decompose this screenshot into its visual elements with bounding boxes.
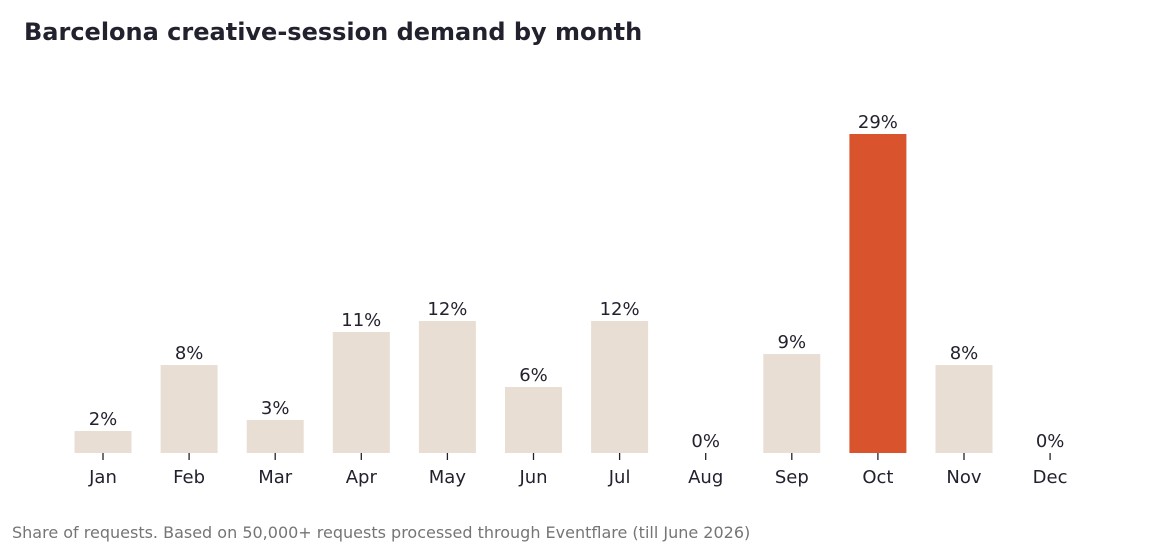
x-tick-label-apr: Apr [346,467,378,488]
bar-sep [763,354,821,453]
value-label-nov: 8% [950,343,979,364]
bar-feb [160,365,218,453]
chart-footnote: Share of requests. Based on 50,000+ requ… [12,523,751,542]
value-label-jul: 12% [600,299,640,320]
bar-nov [935,365,993,453]
value-label-may: 12% [427,299,467,320]
bar-apr [332,332,390,453]
x-tick-label-feb: Feb [173,467,205,488]
x-tick-label-mar: Mar [258,467,293,488]
value-label-aug: 0% [691,431,720,452]
bar-jul [591,321,649,453]
value-label-jan: 2% [89,409,118,430]
bar-may [418,321,476,453]
value-label-feb: 8% [175,343,204,364]
x-tick-label-aug: Aug [688,467,723,488]
bar-oct [849,134,907,453]
value-label-mar: 3% [261,398,290,419]
bar-mar [246,420,304,453]
bar-jun [505,387,562,453]
bar-jan [74,431,132,453]
x-tick-label-may: May [429,467,467,488]
chart-title: Barcelona creative-session demand by mon… [24,18,643,46]
x-tick-label-jan: Jan [88,467,117,488]
value-label-jun: 6% [519,365,548,386]
value-label-sep: 9% [778,332,807,353]
x-tick-label-jul: Jul [608,467,631,488]
value-label-dec: 0% [1036,431,1065,452]
value-label-oct: 29% [858,112,898,133]
x-tick-label-nov: Nov [946,467,981,488]
x-tick-label-oct: Oct [862,467,893,488]
bar-chart: 2% Jan 8% Feb 3% Mar 11% Apr 12% May 6% Jun 12% Jul 0%… [74,112,1068,488]
value-label-apr: 11% [341,310,381,331]
x-tick-label-jun: Jun [518,467,547,488]
x-tick-label-dec: Dec [1033,467,1068,488]
x-tick-label-sep: Sep [775,467,809,488]
